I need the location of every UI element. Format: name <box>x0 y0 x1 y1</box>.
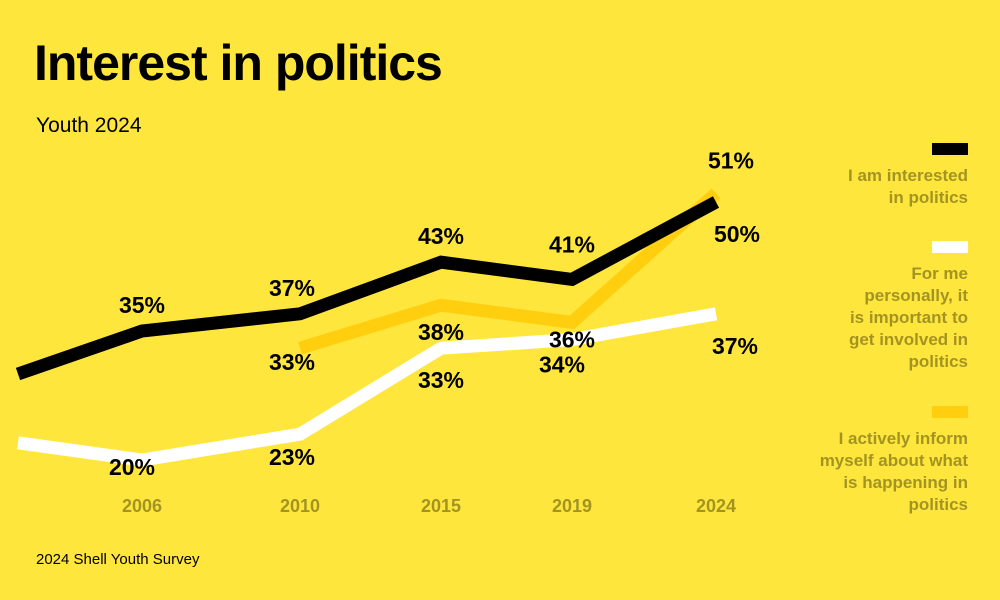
data-label-interested: 43% <box>418 223 464 249</box>
series-line-interested <box>15 196 720 381</box>
x-tick-label: 2024 <box>696 496 736 516</box>
data-label-inform: 33% <box>269 349 315 375</box>
data-label-interested: 35% <box>119 292 165 318</box>
data-label-important: 34% <box>539 352 585 378</box>
line-chart: 2006 2010 2015 2019 2024 33% 38% 36% 51% 35% 37% 43… <box>15 147 760 516</box>
data-label-interested: 41% <box>549 231 595 257</box>
legend-swatch-important <box>932 241 968 253</box>
legend-swatch-interested <box>932 143 968 155</box>
x-tick-label: 2006 <box>122 496 162 516</box>
chart-title: Interest in politics <box>34 35 443 91</box>
series-line-inform <box>298 188 721 355</box>
source-note: 2024 Shell Youth Survey <box>36 551 200 568</box>
data-label-inform: 51% <box>708 147 754 173</box>
x-tick-label: 2015 <box>421 496 461 516</box>
data-label-interested: 50% <box>714 221 760 247</box>
data-label-important: 37% <box>712 333 758 359</box>
legend-label-important: For me personally, it is important to get i… <box>848 264 968 371</box>
data-label-important: 23% <box>269 444 315 470</box>
x-tick-label: 2019 <box>552 496 592 516</box>
data-label-interested: 37% <box>269 275 315 301</box>
legend-swatch-inform <box>932 406 968 418</box>
legend-label-inform: I actively inform myself about what is hap… <box>819 429 968 514</box>
data-label-important: 33% <box>418 367 464 393</box>
x-tick-label: 2010 <box>280 496 320 516</box>
chart-subtitle: Youth 2024 <box>36 114 142 137</box>
data-label-important: 20% <box>109 454 155 480</box>
legend-label-interested: I am interested in politics <box>848 166 968 207</box>
series-line-important <box>17 307 718 467</box>
data-label-inform: 38% <box>418 319 464 345</box>
data-label-inform: 36% <box>549 326 595 352</box>
